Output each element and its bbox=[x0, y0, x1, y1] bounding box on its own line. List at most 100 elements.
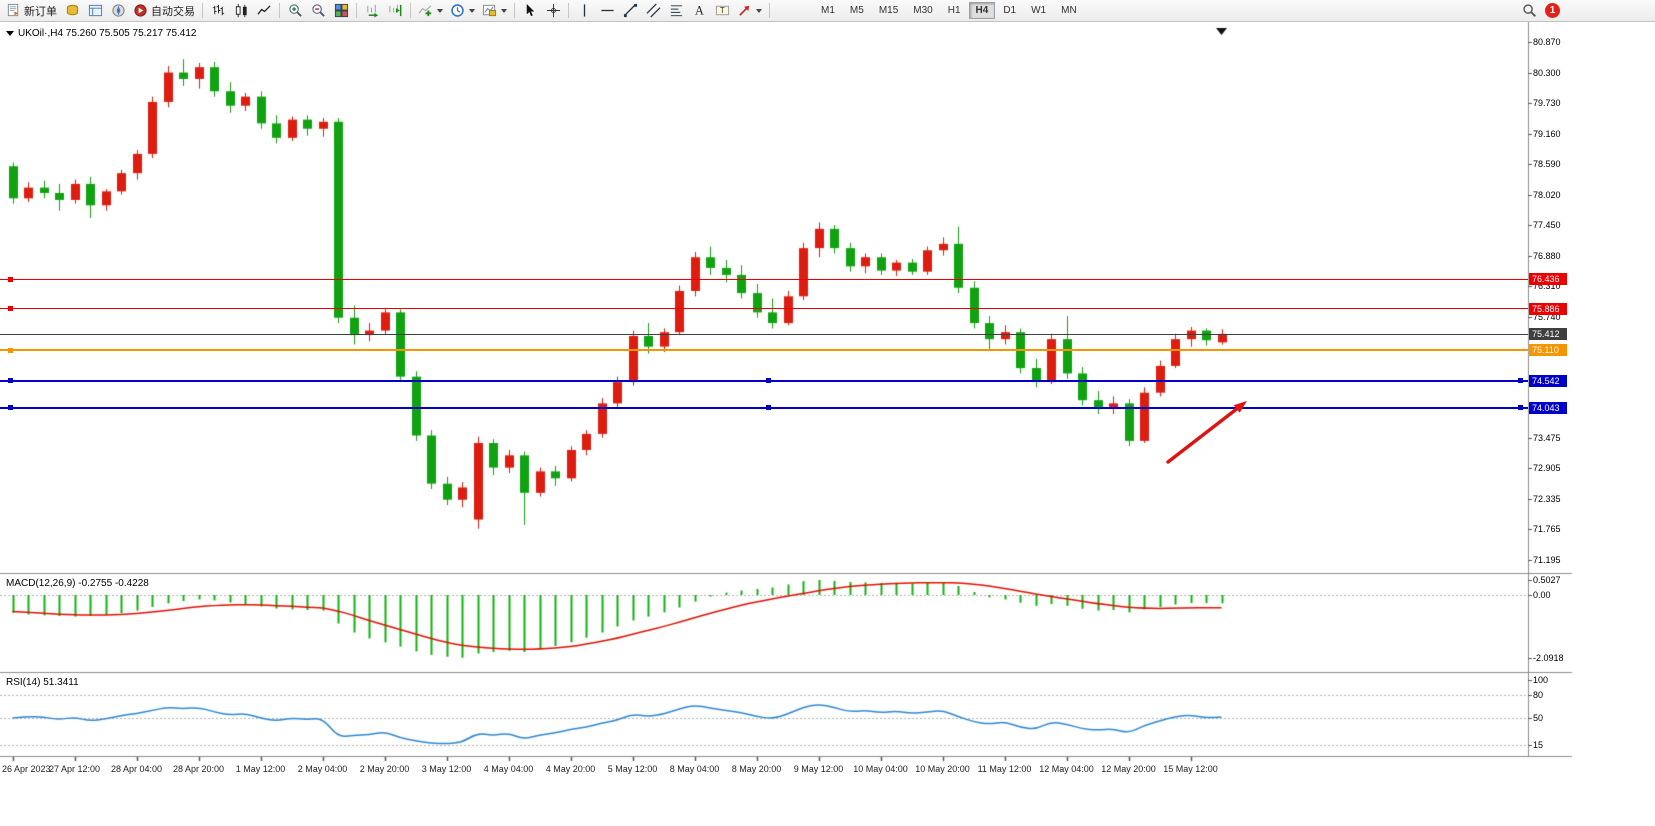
timeframe-m1[interactable]: M1 bbox=[814, 2, 842, 19]
price-axis-label: 71.195 bbox=[1533, 554, 1561, 565]
tile-windows-button[interactable] bbox=[330, 1, 352, 21]
arrow-annotation[interactable] bbox=[1140, 392, 1270, 482]
time-label: 4 May 04:00 bbox=[483, 764, 534, 774]
data-window-icon bbox=[88, 3, 103, 18]
hline-handle-center[interactable] bbox=[766, 405, 771, 411]
timeframe-mn[interactable]: MN bbox=[1054, 2, 1084, 19]
time-label: 9 May 12:00 bbox=[793, 764, 844, 774]
auto-scroll-button[interactable] bbox=[361, 1, 383, 21]
chart-canvas[interactable] bbox=[0, 22, 1655, 826]
indicators-button[interactable] bbox=[415, 1, 446, 21]
timeframe-h1[interactable]: H1 bbox=[941, 2, 968, 19]
hline-handle-left[interactable] bbox=[8, 276, 13, 282]
chart-shift-button[interactable] bbox=[384, 1, 406, 21]
rsi-header: RSI(14) 51.3411 bbox=[6, 677, 79, 688]
fibonacci-icon bbox=[669, 3, 684, 18]
periods-button[interactable] bbox=[447, 1, 478, 21]
hline-74-043[interactable] bbox=[0, 406, 1528, 409]
text-button[interactable]: A bbox=[688, 1, 710, 21]
vertical-line-icon bbox=[577, 3, 592, 18]
periods-icon bbox=[450, 3, 465, 18]
timeframe-m15[interactable]: M15 bbox=[872, 2, 905, 19]
hline-76-436[interactable] bbox=[0, 278, 1528, 280]
timeframe-d1[interactable]: D1 bbox=[996, 2, 1023, 19]
autotrading-icon bbox=[133, 3, 148, 18]
chart-shift-icon bbox=[388, 3, 403, 18]
zoom-in-button[interactable] bbox=[284, 1, 306, 21]
tile-windows-icon bbox=[334, 3, 349, 18]
templates-button[interactable] bbox=[479, 1, 510, 21]
hline-handle-left[interactable] bbox=[8, 306, 13, 312]
line-chart-button[interactable] bbox=[253, 1, 275, 21]
macd-axis-label: -2.0918 bbox=[1533, 652, 1564, 663]
price-tag-75-412: 75.412 bbox=[1529, 328, 1567, 341]
time-label: 12 May 04:00 bbox=[1039, 764, 1094, 774]
hline-handle-right[interactable] bbox=[1518, 378, 1523, 384]
time-label: 4 May 20:00 bbox=[545, 764, 596, 774]
time-axis[interactable]: 26 Apr 2023 27 Apr 12:00 28 Apr 04:00 28 Ap… bbox=[0, 757, 1528, 781]
timeframe-h4[interactable]: H4 bbox=[968, 2, 996, 19]
price-axis-label: 77.450 bbox=[1533, 220, 1561, 231]
indicators-icon bbox=[418, 3, 433, 18]
crosshair-button[interactable] bbox=[542, 1, 564, 21]
toolbar-separator bbox=[356, 3, 357, 18]
hline-75-110[interactable] bbox=[0, 349, 1528, 352]
time-label: 10 May 04:00 bbox=[853, 764, 908, 774]
channel-button[interactable] bbox=[642, 1, 664, 21]
autotrading-label: 自动交易 bbox=[151, 5, 195, 18]
cursor-button[interactable] bbox=[519, 1, 541, 21]
data-window-button[interactable] bbox=[84, 1, 106, 21]
fibonacci-button[interactable] bbox=[665, 1, 687, 21]
vertical-line-button[interactable] bbox=[573, 1, 595, 21]
chart-ohlc-header: UKOil·,H4 75.260 75.505 75.217 75.412 bbox=[6, 28, 196, 39]
time-label: 28 Apr 04:00 bbox=[110, 764, 163, 774]
price-axis-label: 73.475 bbox=[1533, 432, 1561, 443]
arrows-button[interactable] bbox=[734, 1, 765, 21]
hline-75-412[interactable] bbox=[0, 333, 1528, 335]
price-axis[interactable]: 80.870 80.300 79.730 79.160 78.590 78.020 77.4… bbox=[1528, 22, 1655, 756]
price-tag-74-043: 74.043 bbox=[1529, 401, 1567, 414]
candlestick-chart-button[interactable] bbox=[230, 1, 252, 21]
hline-handle-center[interactable] bbox=[766, 378, 771, 384]
hline-handle-right[interactable] bbox=[1518, 405, 1523, 411]
text-label-icon: T bbox=[715, 3, 730, 18]
timeframe-w1[interactable]: W1 bbox=[1024, 2, 1053, 19]
zoom-out-button[interactable] bbox=[307, 1, 329, 21]
time-label: 11 May 12:00 bbox=[977, 764, 1032, 774]
crosshair-icon bbox=[546, 3, 561, 18]
time-label: 26 Apr 2023 bbox=[2, 764, 51, 774]
autotrading-button[interactable]: 自动交易 bbox=[130, 1, 198, 21]
text-icon: A bbox=[692, 3, 707, 18]
chart-dropdown-icon[interactable] bbox=[6, 31, 14, 36]
timeframe-m5[interactable]: M5 bbox=[843, 2, 871, 19]
hline-handle-left[interactable] bbox=[8, 378, 13, 384]
cursor-icon bbox=[523, 3, 538, 18]
text-label-button[interactable]: T bbox=[711, 1, 733, 21]
hline-handle-left[interactable] bbox=[8, 347, 13, 353]
hline-handle-left[interactable] bbox=[8, 405, 13, 411]
navigator-button[interactable] bbox=[107, 1, 129, 21]
hline-75-886[interactable] bbox=[0, 308, 1528, 310]
auto-scroll-icon bbox=[365, 3, 380, 18]
price-axis-label: 78.590 bbox=[1533, 159, 1561, 170]
rsi-axis-label: 15 bbox=[1533, 739, 1544, 750]
market-watch-button[interactable] bbox=[61, 1, 83, 21]
hline-74-542[interactable] bbox=[0, 379, 1528, 382]
chevron-down-icon bbox=[437, 8, 443, 13]
chevron-down-icon bbox=[469, 8, 475, 13]
trendline-button[interactable] bbox=[619, 1, 641, 21]
search-button[interactable] bbox=[1518, 1, 1540, 21]
notification-badge[interactable]: 1 bbox=[1545, 3, 1560, 18]
rsi-axis-label: 50 bbox=[1533, 713, 1544, 723]
bar-chart-button[interactable] bbox=[207, 1, 229, 21]
time-label: 2 May 20:00 bbox=[359, 764, 410, 774]
price-axis-label: 71.765 bbox=[1533, 524, 1561, 535]
timeframe-m30[interactable]: M30 bbox=[906, 2, 939, 19]
new-order-button[interactable]: 新订单 bbox=[3, 1, 60, 21]
price-axis-label: 72.905 bbox=[1533, 463, 1561, 474]
navigator-icon bbox=[111, 3, 126, 18]
time-label: 8 May 04:00 bbox=[669, 764, 720, 774]
price-tag-74-542: 74.542 bbox=[1529, 374, 1567, 387]
templates-icon bbox=[482, 3, 497, 18]
horizontal-line-button[interactable] bbox=[596, 1, 618, 21]
